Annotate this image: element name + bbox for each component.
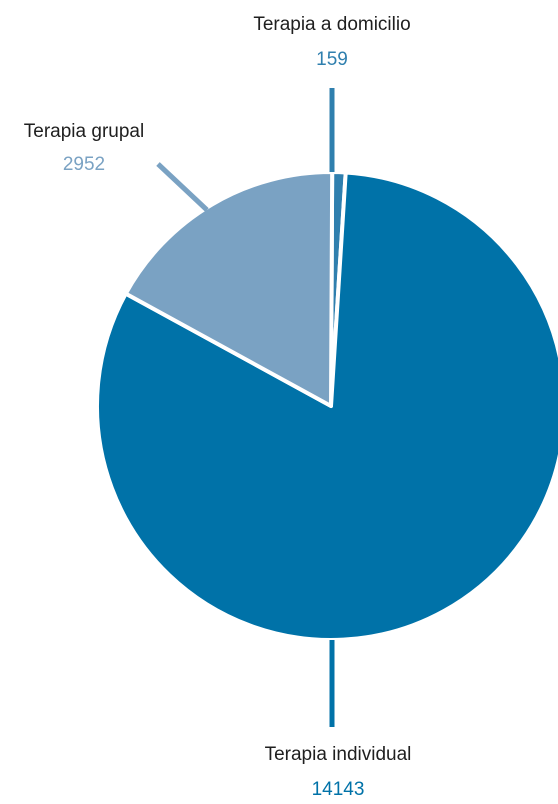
slice-labels: Terapia individual 14143 Terapia grupal 295… [24, 14, 412, 800]
slice-label-terapia-grupal: Terapia grupal [24, 121, 144, 142]
pie-slice-terapia-grupal [123, 170, 335, 408]
slice-value-terapia-individual: 14143 [312, 779, 365, 799]
slice-label-terapia-individual: Terapia individual [265, 744, 412, 765]
leader-lines [156, 88, 335, 727]
slice-value-terapia-grupal: 2952 [63, 154, 105, 175]
slice-label-terapia-a-domicilio: Terapia a domicilio [253, 14, 410, 35]
leader-line-terapia-grupal [156, 162, 209, 212]
pie-slices [95, 170, 558, 642]
slice-value-terapia-a-domicilio: 159 [316, 49, 348, 70]
